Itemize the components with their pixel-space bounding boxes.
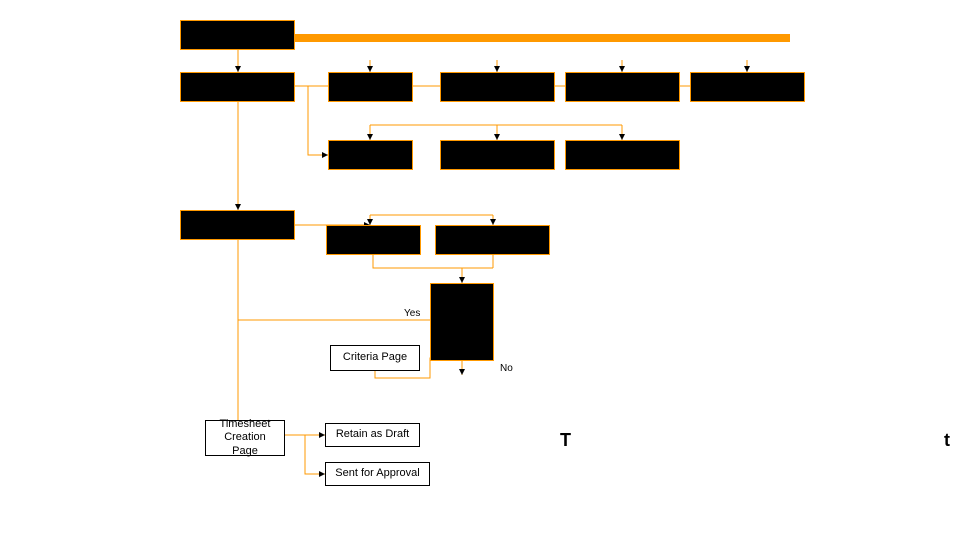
node-n14: Criteria Page: [330, 345, 420, 371]
node-n2: [180, 72, 295, 102]
footer-left: T: [560, 430, 572, 450]
node-n9: [565, 140, 680, 170]
node-n12: [435, 225, 550, 255]
node-n16: Retain as Draft: [325, 423, 420, 447]
node-n1: [180, 20, 295, 50]
edge-label-20: No: [500, 363, 513, 374]
node-n3: [328, 72, 413, 102]
footer-right: t: [944, 430, 951, 450]
title-bar: [295, 34, 790, 42]
node-n8: [440, 140, 555, 170]
node-n17: Sent for Approval: [325, 462, 430, 486]
node-n15: Timesheet Creation Page: [205, 420, 285, 456]
node-n13: [430, 283, 494, 361]
edge-label-19: Yes: [404, 308, 420, 319]
node-n10: [180, 210, 295, 240]
node-n5: [565, 72, 680, 102]
node-n7: [328, 140, 413, 170]
footer-label: T t: [560, 430, 951, 451]
node-n11: [326, 225, 421, 255]
node-n6: [690, 72, 805, 102]
node-n4: [440, 72, 555, 102]
